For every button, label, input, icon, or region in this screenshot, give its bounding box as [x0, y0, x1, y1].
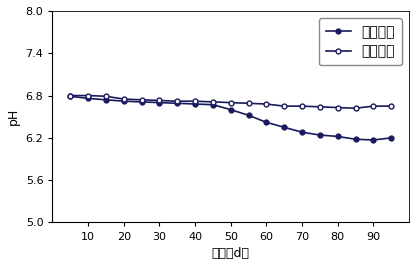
自然堆肥 — [175, 100, 180, 103]
试验处理 — [246, 114, 251, 117]
Line: 自然堆肥: 自然堆肥 — [68, 93, 394, 111]
试验处理 — [210, 103, 215, 106]
试验处理 — [104, 98, 109, 101]
自然堆肥 — [139, 98, 144, 101]
自然堆肥 — [121, 97, 126, 101]
自然堆肥 — [210, 100, 215, 104]
X-axis label: 时间（d）: 时间（d） — [212, 247, 250, 260]
自然堆肥 — [282, 104, 287, 108]
自然堆肥 — [335, 106, 340, 109]
试验处理 — [193, 103, 198, 106]
自然堆肥 — [104, 95, 109, 98]
自然堆肥 — [264, 103, 269, 106]
试验处理 — [68, 95, 73, 98]
试验处理 — [353, 138, 358, 141]
试验处理 — [317, 134, 322, 137]
自然堆肥 — [389, 104, 394, 108]
试验处理 — [371, 138, 376, 142]
Y-axis label: pH: pH — [7, 108, 20, 125]
试验处理 — [139, 100, 144, 104]
自然堆肥 — [353, 107, 358, 110]
自然堆肥 — [317, 105, 322, 108]
自然堆肥 — [157, 99, 162, 102]
自然堆肥 — [193, 100, 198, 103]
Line: 试验处理: 试验处理 — [68, 94, 394, 142]
试验处理 — [121, 100, 126, 103]
试验处理 — [300, 131, 305, 134]
自然堆肥 — [228, 101, 233, 104]
试验处理 — [228, 108, 233, 111]
Legend: 试验处理, 自然堆肥: 试验处理, 自然堆肥 — [319, 18, 402, 65]
试验处理 — [264, 121, 269, 124]
自然堆肥 — [86, 94, 91, 97]
试验处理 — [282, 126, 287, 129]
自然堆肥 — [246, 102, 251, 105]
自然堆肥 — [371, 104, 376, 108]
试验处理 — [157, 101, 162, 104]
试验处理 — [389, 136, 394, 139]
试验处理 — [335, 135, 340, 138]
试验处理 — [86, 97, 91, 100]
自然堆肥 — [68, 94, 73, 97]
自然堆肥 — [300, 104, 305, 108]
试验处理 — [175, 102, 180, 105]
